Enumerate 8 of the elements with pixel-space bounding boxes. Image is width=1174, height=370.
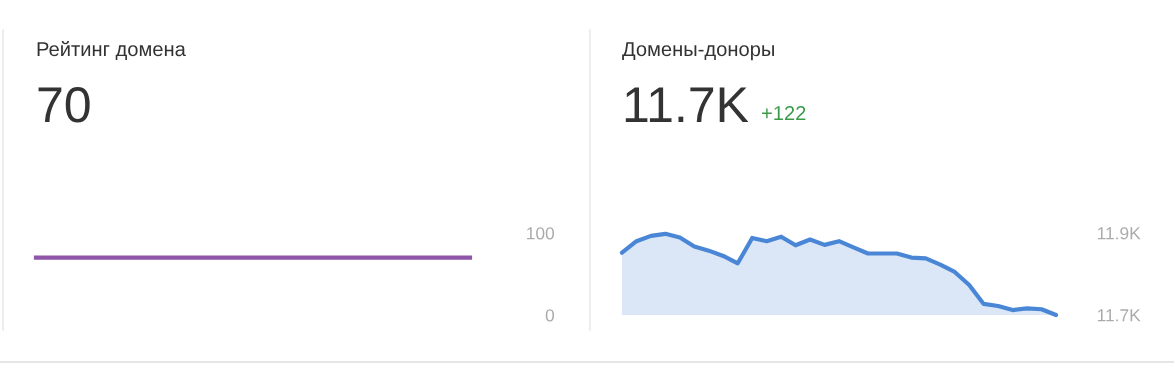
text: +122 [761,105,806,120]
chart-title: Домены-доноры [622,42,774,61]
chart-subtitle: 70 [38,87,90,123]
chart-subtitle: 11.7K [625,87,749,122]
chart-title: Рейтинг домена [37,41,186,61]
y-tick-label: 100 [527,227,555,240]
y-tick-label: 0 [545,309,555,322]
y-tick-label: 11.9K [1097,227,1141,240]
